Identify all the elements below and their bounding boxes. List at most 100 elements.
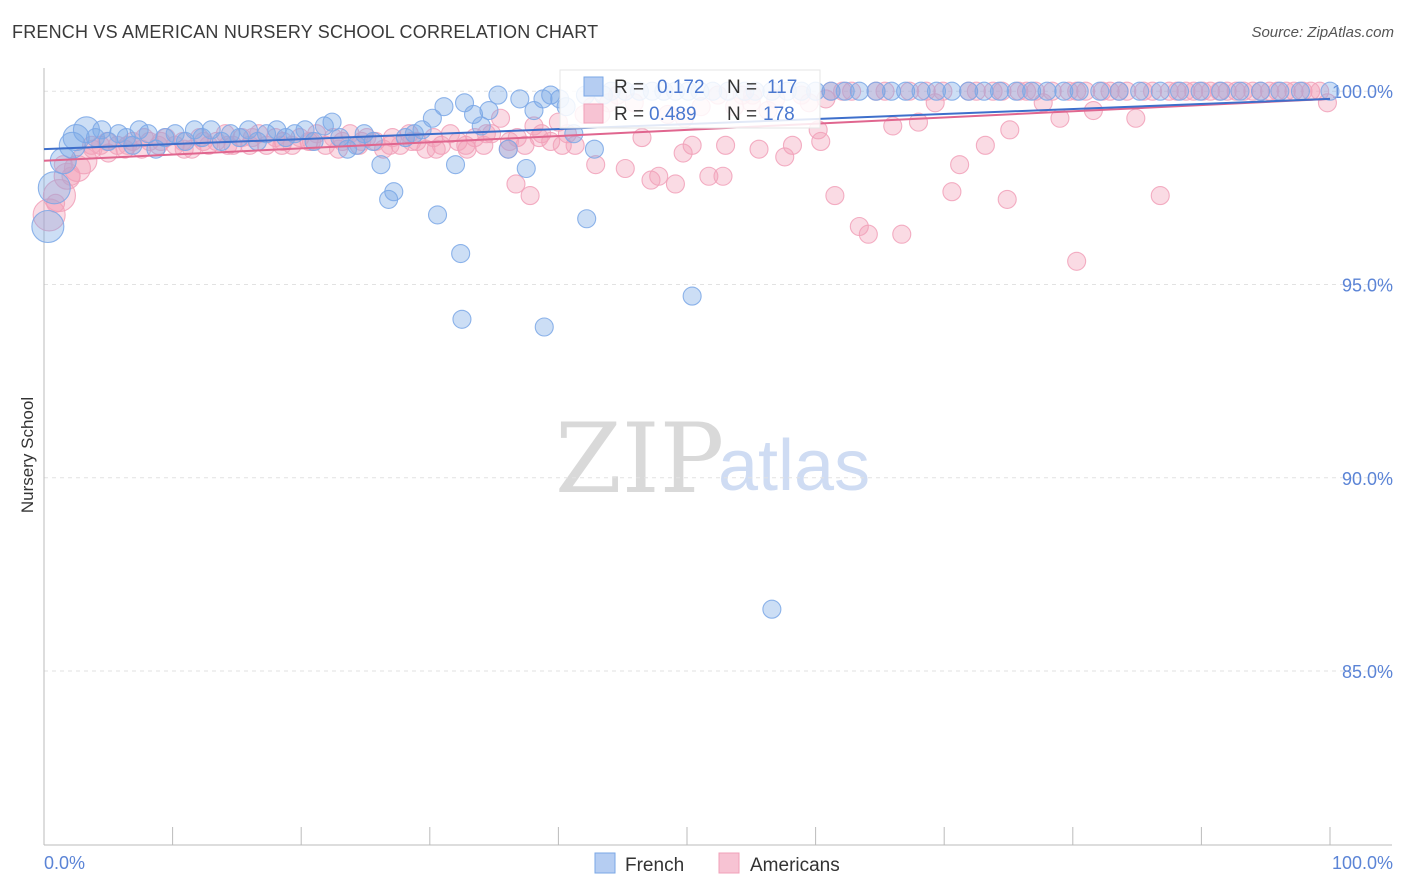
data-point [896, 81, 916, 101]
data-point [577, 209, 597, 229]
data-point [471, 116, 491, 136]
stats-french-n-value: 117 [767, 77, 797, 98]
data-point [762, 599, 782, 619]
stats-french-swatch [583, 76, 604, 97]
data-point [434, 97, 454, 117]
data-point [1022, 81, 1042, 101]
stats-americans-swatch [583, 103, 604, 124]
data-point [422, 108, 442, 128]
data-point [427, 205, 448, 225]
legend-french-label: French [625, 855, 684, 876]
data-point [61, 166, 81, 186]
legend-americans-swatch [718, 852, 740, 874]
data-point [384, 182, 404, 202]
y-tick-label: 85.0% [1342, 662, 1393, 682]
legend-french-swatch [594, 852, 616, 874]
y-tick-label: 95.0% [1342, 275, 1393, 295]
data-point [974, 81, 994, 101]
data-point [959, 81, 979, 101]
data-point [775, 147, 795, 167]
x-ticks [43, 827, 1331, 845]
data-point [673, 143, 693, 163]
data-point [322, 112, 342, 132]
data-point [498, 139, 518, 159]
data-point [782, 135, 803, 155]
data-point [942, 81, 962, 101]
stats-french-r-value: 0.172 [657, 77, 705, 98]
data-point [1150, 81, 1170, 101]
data-point [866, 81, 886, 101]
data-point [58, 131, 86, 159]
data-point [835, 81, 855, 101]
data-point [1290, 81, 1310, 101]
data-point [1042, 81, 1062, 101]
x-tick-label-max: 100.0% [1332, 853, 1393, 873]
data-point [849, 81, 869, 101]
data-point [821, 81, 841, 101]
data-point [304, 131, 324, 151]
data-point [1251, 81, 1271, 101]
data-point [1270, 81, 1290, 101]
data-point [682, 286, 702, 306]
data-point [1190, 81, 1210, 101]
data-point [520, 186, 540, 206]
data-point [1211, 81, 1231, 101]
data-point [997, 189, 1017, 209]
data-point [1000, 120, 1020, 140]
data-point [37, 171, 71, 205]
data-point [32, 198, 66, 232]
data-point [892, 224, 912, 244]
data-point [510, 89, 530, 109]
data-point [1169, 81, 1190, 101]
data-point [1320, 81, 1340, 101]
stats-box: R = 0.172 N = 117 R = 0.489 N = 178 [559, 69, 821, 129]
data-point [586, 155, 606, 175]
data-point [811, 131, 831, 151]
data-point [1130, 81, 1150, 101]
x-tick-label-min: 0.0% [44, 853, 85, 873]
data-point [1076, 81, 1096, 101]
stats-americans-n-value: 178 [763, 104, 795, 125]
data-point [490, 108, 511, 128]
data-point [942, 182, 962, 202]
data-point [499, 131, 520, 151]
data-point [966, 81, 986, 101]
watermark-atlas: atlas [718, 426, 870, 506]
data-point [1090, 81, 1110, 101]
stats-french-r-label: R = [614, 77, 644, 98]
y-tick-label: 90.0% [1342, 469, 1393, 489]
data-point [842, 81, 862, 101]
data-point [445, 155, 466, 175]
stats-french-n-label: N = [727, 77, 757, 98]
y-tick-labels: 100.0% 95.0% 90.0% 85.0% [1332, 82, 1393, 682]
data-point [1069, 81, 1089, 101]
data-point [452, 309, 472, 329]
data-point [975, 135, 995, 155]
data-point [184, 120, 205, 140]
data-point [488, 85, 508, 105]
stats-americans-n-label: N = [727, 104, 757, 125]
data-point [534, 317, 554, 337]
data-point [1150, 186, 1170, 206]
data-point [31, 209, 65, 244]
data-point [1067, 251, 1087, 271]
data-point [649, 166, 669, 186]
data-point [911, 81, 931, 101]
data-point [665, 174, 685, 194]
data-point [825, 186, 845, 206]
data-point [1109, 81, 1129, 101]
data-point [716, 135, 736, 155]
data-point [926, 81, 947, 101]
data-point [516, 158, 536, 179]
data-point [1126, 108, 1146, 128]
data-point [1054, 81, 1074, 101]
data-point [451, 244, 471, 264]
data-point [1176, 81, 1196, 101]
data-point [950, 155, 970, 175]
data-point [713, 166, 733, 186]
stats-americans-r-label: R = [614, 104, 644, 125]
data-point [1037, 81, 1057, 101]
stats-americans-r-value: 0.489 [649, 104, 697, 125]
data-point [1059, 81, 1079, 101]
data-point [749, 139, 769, 159]
